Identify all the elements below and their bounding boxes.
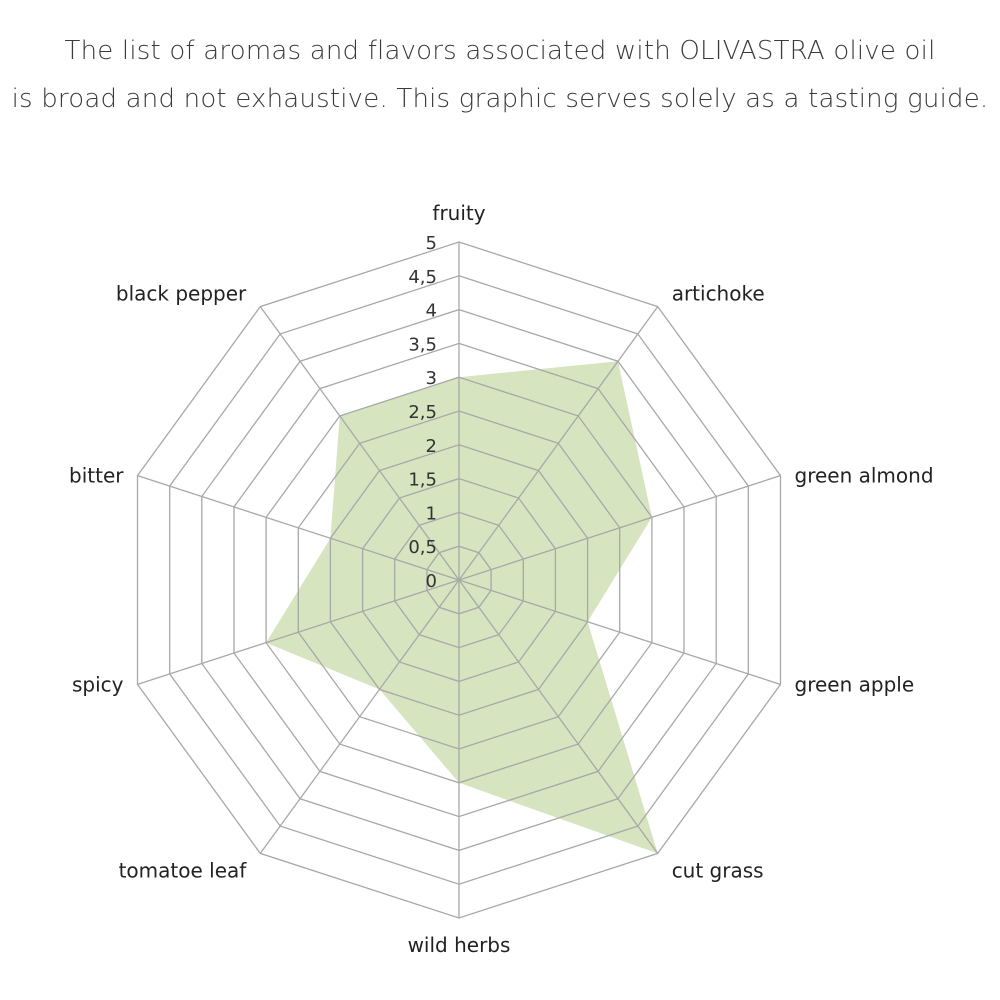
grid-spoke: [458, 579, 781, 686]
tick-label: 4: [426, 301, 437, 322]
chart-title-line-1: The list of aromas and flavors associate…: [64, 36, 936, 66]
grid-spoke: [458, 579, 659, 854]
axis-label-wild-herbs: wild herbs: [408, 933, 511, 957]
axis-label-green-apple: green apple: [795, 672, 915, 696]
tick-label: 3,5: [408, 334, 437, 355]
axis-label-tomatoe-leaf: tomatoe leaf: [119, 858, 248, 882]
axis-label-artichoke: artichoke: [672, 282, 765, 306]
grid-spoke: [137, 474, 460, 581]
tick-label: 2: [426, 436, 437, 457]
axis-label-cut-grass: cut grass: [672, 858, 764, 882]
grid-spoke: [458, 306, 659, 581]
data-area: [266, 361, 658, 854]
grid-spoke: [259, 306, 460, 581]
tick-label: 5: [426, 233, 437, 254]
grid-spoke: [458, 474, 781, 581]
tick-label: 3: [426, 368, 437, 389]
tick-label: 1,5: [408, 470, 437, 491]
grid-spoke: [137, 579, 460, 686]
tick-label: 1: [426, 503, 437, 524]
axis-label-black-pepper: black pepper: [116, 282, 247, 306]
axis-label-green-almond: green almond: [795, 464, 934, 488]
grid-spoke: [259, 579, 460, 854]
tick-label: 0,5: [408, 537, 437, 558]
axis-label-bitter: bitter: [69, 464, 124, 488]
axis-label-spicy: spicy: [72, 672, 124, 696]
chart-title-line-2: is broad and not exhaustive. This graphi…: [11, 84, 989, 114]
tick-label: 0: [426, 571, 437, 592]
tick-label: 4,5: [408, 267, 437, 288]
axis-label-fruity: fruity: [432, 201, 485, 225]
tick-label: 2,5: [408, 402, 437, 423]
